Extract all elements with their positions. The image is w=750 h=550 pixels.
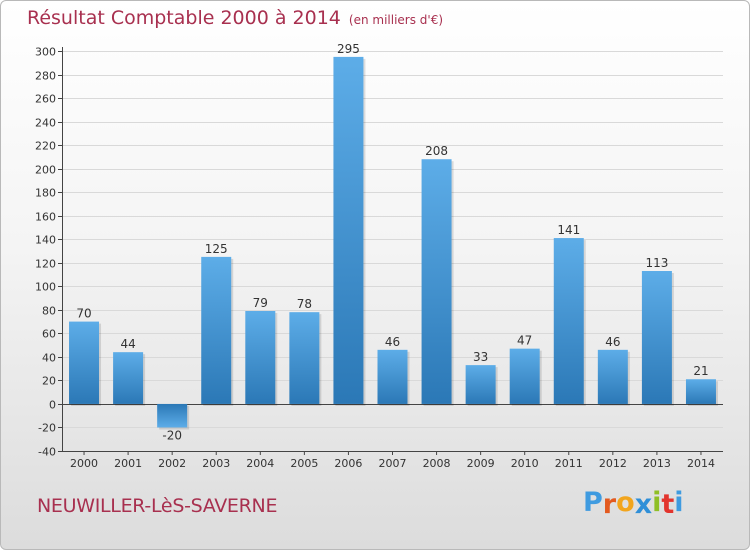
bar — [289, 312, 320, 404]
data-label: 46 — [605, 335, 620, 349]
bar — [113, 352, 144, 404]
x-tick-label: 2001 — [114, 457, 142, 470]
y-tick-label: 100 — [35, 281, 56, 294]
bar — [553, 238, 584, 404]
y-tick-label: 40 — [42, 352, 56, 365]
bar — [421, 159, 452, 404]
y-tick-label: 300 — [35, 46, 56, 59]
x-tick-label: 2009 — [467, 457, 495, 470]
data-label: 33 — [473, 350, 488, 364]
data-labels: 70 44 -20 125 79 78 295 46 208 33 47 141 46 113 21 — [76, 42, 708, 443]
logo-letter: P — [583, 487, 603, 518]
y-tick-label: 60 — [42, 328, 56, 341]
y-tick-label: 200 — [35, 164, 56, 177]
x-tick-label: 2014 — [687, 457, 715, 470]
bar — [509, 348, 540, 404]
x-tick-label: 2010 — [511, 457, 539, 470]
bar — [685, 379, 716, 404]
bar — [157, 403, 188, 428]
logo-letter: x — [634, 489, 653, 520]
y-tick-label: 260 — [35, 93, 56, 106]
x-tick-label: 2013 — [643, 457, 671, 470]
logo-letter: t — [661, 489, 675, 520]
data-label: 44 — [120, 337, 135, 351]
x-tick-label: 2007 — [379, 457, 407, 470]
x-tick-label: 2006 — [334, 457, 362, 470]
data-label: 125 — [205, 242, 228, 256]
logo-letter: i — [652, 487, 662, 518]
data-label: 79 — [253, 296, 268, 310]
axes: -40 -20 0 20 40 60 80 100 120 140 160 180 200 220 240 2… — [35, 46, 723, 470]
x-tick-label: 2003 — [202, 457, 230, 470]
bar — [465, 365, 496, 404]
bar — [245, 311, 276, 404]
y-tick-label: 20 — [42, 375, 56, 388]
x-tick-label: 2011 — [555, 457, 583, 470]
y-tick-label: 240 — [35, 117, 56, 130]
data-label: 46 — [385, 335, 400, 349]
x-tick-label: 2005 — [290, 457, 318, 470]
bar — [333, 56, 364, 404]
logo-letter: r — [602, 489, 617, 520]
y-tick-label: 0 — [49, 399, 56, 412]
data-label: 21 — [693, 364, 708, 378]
y-tick-label: 220 — [35, 140, 56, 153]
chart-title-text: Résultat Comptable 2000 à 2014 — [27, 7, 341, 29]
chart-title: Résultat Comptable 2000 à 2014 (en millie… — [27, 7, 443, 29]
y-tick-label: 140 — [35, 234, 56, 247]
y-tick-label: -20 — [38, 422, 56, 435]
bar — [69, 321, 100, 404]
y-tick-label: 180 — [35, 187, 56, 200]
data-label: -20 — [162, 428, 182, 442]
data-label: 70 — [76, 307, 91, 321]
logo-letter: o — [616, 487, 635, 518]
bar — [377, 349, 408, 404]
x-tick-label: 2002 — [158, 457, 186, 470]
x-tick-label: 2012 — [599, 457, 627, 470]
gridlines — [62, 51, 723, 452]
data-label: 78 — [297, 297, 312, 311]
data-label: 208 — [425, 144, 448, 158]
commune-name: NEUWILLER-LèS-SAVERNE — [37, 495, 278, 517]
bar — [641, 271, 672, 404]
proxiti-logo: Proxiti — [583, 487, 684, 520]
x-tick-label: 2008 — [423, 457, 451, 470]
y-tick-label: 120 — [35, 258, 56, 271]
data-label: 141 — [557, 223, 580, 237]
data-label: 113 — [645, 256, 668, 270]
data-label: 47 — [517, 334, 532, 348]
y-tick-label: 80 — [42, 305, 56, 318]
x-tick-label: 2004 — [246, 457, 274, 470]
chart-unit-label: (en milliers d'€) — [348, 13, 444, 27]
y-tick-label: 280 — [35, 70, 56, 83]
bar — [201, 256, 232, 404]
bar — [597, 349, 628, 404]
bars — [69, 56, 718, 430]
y-tick-label: -40 — [38, 446, 56, 459]
y-tick-label: 160 — [35, 211, 56, 224]
data-label: 295 — [337, 42, 360, 56]
x-tick-label: 2000 — [70, 457, 98, 470]
logo-letter: i — [674, 487, 684, 518]
